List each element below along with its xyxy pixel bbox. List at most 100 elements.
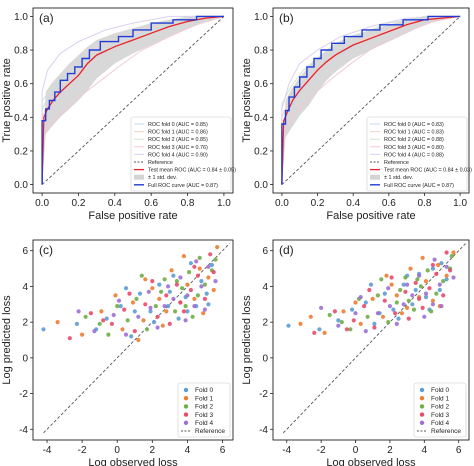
plot-area: [41, 243, 230, 434]
x-tick-label: -4: [282, 445, 291, 456]
x-tick-label: 0.2: [72, 198, 86, 209]
fold-0-point: [132, 309, 137, 314]
legend-label: Reference: [148, 160, 173, 166]
y-tick-label: 6: [22, 246, 28, 257]
fold-1-point: [197, 266, 202, 271]
fold-3-point: [178, 300, 183, 305]
legend-label: Fold 0: [431, 387, 449, 394]
x-tick-label: 0.6: [382, 198, 396, 209]
x-axis-label: Log observed loss: [326, 457, 416, 466]
fold-2-point: [348, 327, 353, 332]
fold-1-point: [341, 309, 346, 314]
fold-4-point: [439, 304, 444, 309]
fold-1-point: [211, 287, 216, 293]
fold-4-point: [146, 289, 151, 294]
fold-4-point: [206, 264, 211, 269]
fold-0-point: [204, 291, 209, 296]
legend-label: Fold 3: [195, 412, 213, 419]
legend-label: Fold 4: [431, 420, 449, 427]
fold-4-point: [185, 293, 190, 298]
fold-4-point: [401, 302, 406, 307]
legend-label: Fold 4: [195, 420, 213, 427]
fold-1-point: [157, 296, 162, 301]
fold-1-point: [150, 286, 155, 291]
fold-4-curve: [41, 15, 224, 185]
legend-label: Reference: [431, 428, 461, 435]
x-tick-label: 0.8: [181, 198, 195, 209]
fold-4-point: [410, 293, 415, 298]
legend-label: Test mean ROC (AUC = 0.84 ± 0.05): [148, 168, 236, 174]
fold-1-point: [120, 327, 125, 332]
fold-3-point: [403, 289, 408, 294]
x-tick-label: 2: [150, 445, 156, 456]
fold-4-point: [178, 275, 183, 280]
fold-3-point: [332, 309, 337, 314]
fold-2-point: [187, 270, 192, 275]
fold-3-point: [109, 321, 114, 326]
plot-area: [282, 243, 466, 434]
fold-2-point: [394, 300, 399, 305]
x-tick-label: -2: [78, 445, 87, 456]
fold-2-point: [441, 279, 446, 284]
fold-0-point: [167, 289, 172, 294]
mean-roc-curve: [281, 15, 461, 185]
fold-3-point: [167, 321, 172, 326]
legend: ROC fold 0 (AUC = 0.85) ROC fold 1 (AUC =…: [130, 116, 236, 192]
y-tick-label: 2: [262, 318, 268, 329]
fold-0-point: [152, 320, 157, 325]
fold-1-point: [185, 282, 190, 287]
fold-2-point: [327, 312, 332, 318]
x-axis-label: Log observed loss: [88, 457, 178, 466]
fold-4-point: [423, 291, 429, 296]
x-tick-label: 0: [114, 445, 120, 456]
fold-3-point: [188, 287, 193, 293]
axes-frame: [272, 239, 470, 441]
legend-label: ± 1 std. dev.: [384, 175, 413, 181]
legend-box: [413, 382, 467, 438]
fold-3-point: [195, 273, 200, 278]
fold-0-point: [148, 309, 153, 314]
fold-1-point: [143, 277, 148, 282]
fold-3-point: [174, 282, 179, 287]
legend-swatch: [183, 404, 189, 409]
y-tick-label: 0.4: [254, 113, 268, 124]
panel-4: -4 -2 0 2 4 6 -4 -2 0 2 4 6 Log observed loss Log pre…: [241, 239, 470, 466]
fold-0-point: [382, 291, 387, 296]
fold-0-point: [166, 304, 171, 309]
fold-0-point: [439, 261, 444, 266]
fold-1-point: [353, 300, 358, 305]
legend-label: ROC fold 1 (AUC = 0.83): [384, 130, 444, 136]
fold-4-point: [136, 314, 141, 319]
fold-3-point: [367, 287, 372, 293]
fold-4-point: [358, 295, 363, 300]
fold-4-point: [394, 321, 399, 326]
fold-2-point: [139, 273, 144, 278]
fold-2-point: [144, 327, 150, 332]
fold-1-point: [399, 311, 404, 316]
fold-0-point: [336, 318, 341, 323]
fold-2-point: [213, 257, 218, 262]
fold-0-point: [137, 291, 143, 296]
fold-1-point: [201, 311, 206, 316]
fold-0-point: [401, 282, 406, 287]
fold-3-point: [420, 305, 425, 310]
y-tick-label: -2: [259, 389, 268, 400]
y-tick-label: 1.0: [14, 12, 28, 23]
fold-4-point: [422, 314, 427, 319]
legend-label: ROC fold 2 (AUC = 0.85): [148, 137, 208, 143]
full-roc-curve: [281, 15, 461, 185]
fold-1-point: [215, 245, 220, 250]
fold-3-point: [155, 314, 160, 319]
legend-box: [130, 116, 232, 192]
fold-4-point: [353, 311, 358, 316]
fold-2-point: [202, 282, 207, 287]
fold-2-point: [106, 332, 111, 337]
legend-box: [177, 382, 231, 438]
fold-2-point: [449, 254, 454, 259]
fold-2-point: [197, 255, 202, 260]
legend-label: ROC fold 0 (AUC = 0.85): [148, 122, 208, 128]
fold-3-point: [362, 304, 367, 309]
legend-label: ± 1 std. dev.: [148, 175, 177, 181]
fold-1-point: [160, 323, 165, 328]
fold-1-point: [141, 318, 146, 323]
